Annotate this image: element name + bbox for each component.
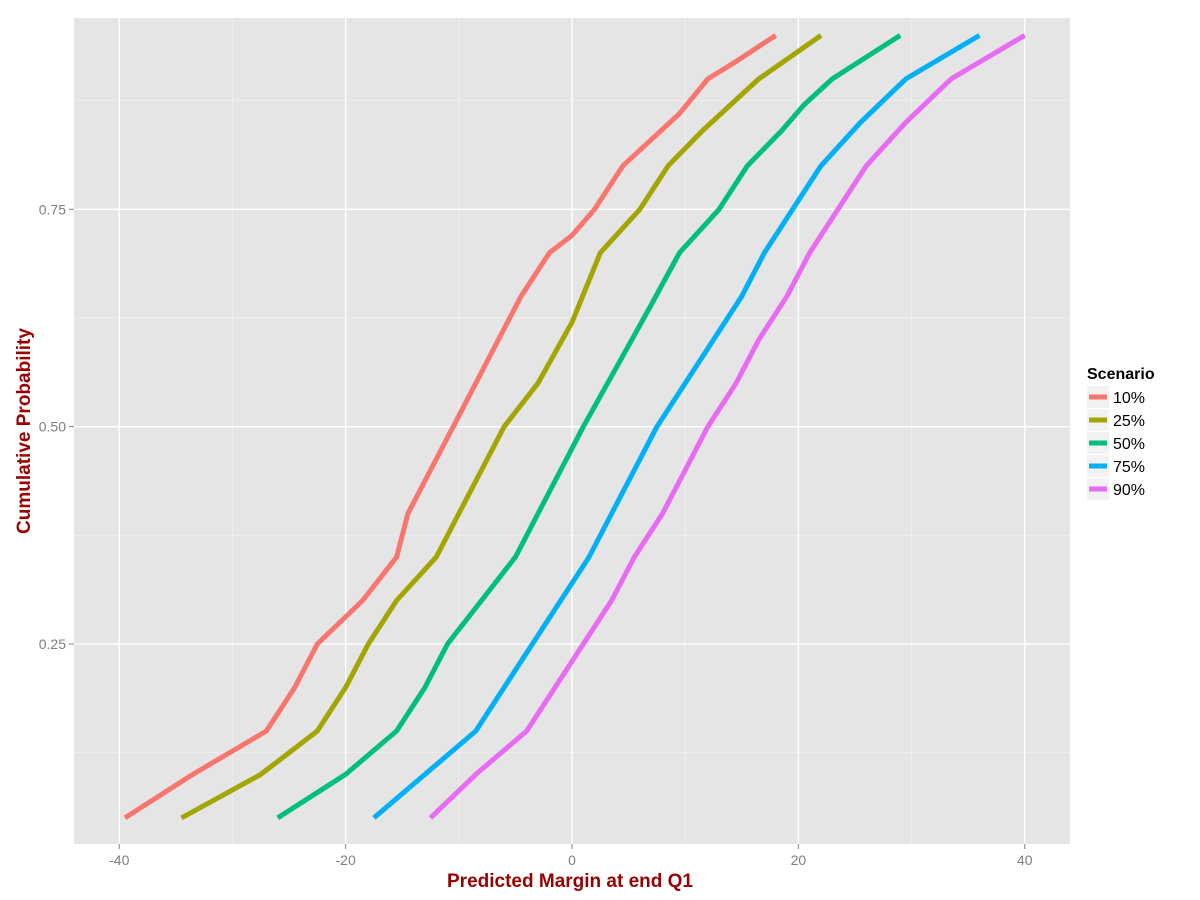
series-lines (123, 33, 1026, 821)
x-tick-label: -40 (109, 852, 129, 868)
legend-items: 10% 25% 50% 75% 90% (1087, 386, 1145, 500)
legend-label: 50% (1113, 436, 1145, 453)
series-line-25pct (180, 33, 823, 821)
legend: Scenario 10% 25% 50% 75% 90% (1087, 366, 1155, 500)
legend-label: 75% (1113, 459, 1145, 476)
grid-major (74, 18, 1070, 844)
x-axis-title: Predicted Margin at end Q1 (447, 871, 693, 892)
legend-label: 10% (1113, 390, 1145, 407)
legend-title: Scenario (1087, 366, 1155, 383)
series-line-10pct (123, 33, 778, 821)
y-axis-title: Cumulative Probability (14, 328, 35, 534)
y-tick-label: 0.75 (39, 201, 66, 217)
x-tick-label: 0 (568, 852, 576, 868)
x-tick-label: 20 (791, 852, 807, 868)
legend-label: 90% (1113, 482, 1145, 499)
y-tick-label: 0.50 (39, 419, 66, 435)
legend-label: 25% (1113, 413, 1145, 430)
series-line-75pct (372, 33, 981, 820)
x-tick-label: 40 (1017, 852, 1033, 868)
x-tick-label: -20 (336, 852, 356, 868)
x-axis-ticks: -40 -20 0 20 40 (109, 844, 1033, 868)
y-axis-ticks: 0.25 0.50 0.75 (39, 201, 74, 652)
y-tick-label: 0.25 (39, 636, 66, 652)
series-line-90pct (428, 33, 1026, 820)
series-line-50pct (276, 33, 902, 821)
